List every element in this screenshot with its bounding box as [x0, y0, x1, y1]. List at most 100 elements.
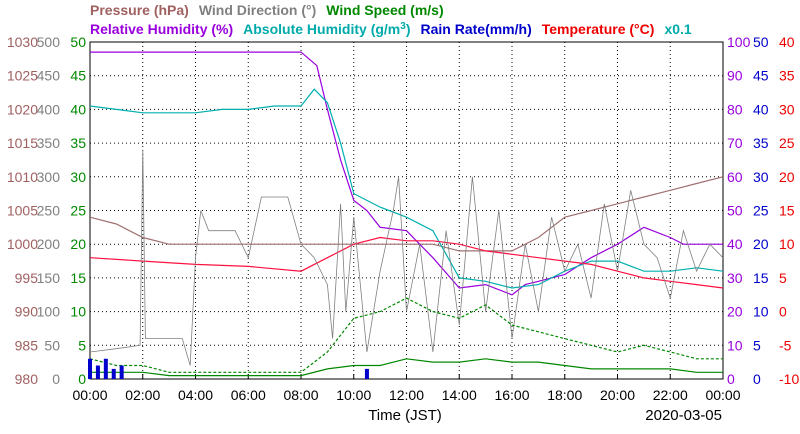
y-tick-label: 80: [727, 101, 743, 117]
x-tick-label: 04:00: [178, 387, 213, 403]
x-tick-label: 02:00: [125, 387, 160, 403]
legend-entry: Relative Humidity (%): [90, 21, 233, 37]
y-tick-label: 1015: [7, 135, 38, 151]
legend-entry: Rain Rate(mm/h): [421, 21, 532, 37]
y-tick-label: 0: [78, 371, 86, 387]
grid-lines: [90, 42, 723, 379]
y-tick-label: 0: [753, 371, 761, 387]
y-tick-label: 40: [70, 101, 86, 117]
legend-entry: Temperature (°C): [542, 21, 655, 37]
date-label: 2020-03-05: [645, 407, 722, 424]
legend-entry: Wind Direction (°): [199, 2, 316, 18]
series-pressure: [89, 176, 724, 252]
x-tick-label: 10:00: [336, 387, 371, 403]
rain-bar: [88, 358, 92, 379]
x-tick-label: 14:00: [442, 387, 477, 403]
y-tick-label: 1000: [7, 236, 38, 252]
rain-bar: [111, 368, 116, 379]
y-tick-label: 5: [753, 337, 761, 353]
y-tick-label: 0: [727, 371, 735, 387]
y-tick-label: 100: [37, 304, 61, 320]
y-tick-label: 45: [70, 68, 86, 84]
legend-entry-close: ): [406, 21, 411, 37]
y-tick-label: 35: [70, 135, 86, 151]
x-tick-label: 12:00: [389, 387, 424, 403]
y-tick-label: 0: [52, 371, 60, 387]
y-tick-label: 0: [779, 304, 787, 320]
y-tick-label: 50: [70, 34, 86, 50]
y-tick-label: 1020: [7, 101, 38, 117]
y-tick-label: 150: [37, 270, 61, 286]
legend-row-2: Relative Humidity (%) Absolute Humidity (…: [90, 21, 692, 38]
y-tick-label: 40: [727, 236, 743, 252]
y-tick-label: 70: [727, 135, 743, 151]
y-tick-label: 995: [15, 270, 39, 286]
y-tick-label: 50: [44, 337, 60, 353]
legend-entry: Wind Speed (m/s): [326, 2, 443, 18]
legend-superscript: 3: [400, 21, 406, 32]
x-tick-label: 06:00: [231, 387, 266, 403]
y-tick-label: 5: [78, 337, 86, 353]
y-tick-label: 200: [37, 236, 61, 252]
y-tick-label: 20: [727, 304, 743, 320]
y-tick-label: 45: [753, 68, 769, 84]
y-tick-label: 10: [779, 236, 795, 252]
y-tick-label: 1005: [7, 203, 38, 219]
y-tick-label: 250: [37, 203, 61, 219]
y-tick-label: 985: [15, 337, 39, 353]
rain-bar: [119, 365, 124, 379]
x-tick-label: 08:00: [283, 387, 318, 403]
y-tick-label: 90: [727, 68, 743, 84]
series-wind_speed_gust: [89, 297, 723, 373]
series-temperature: [89, 236, 724, 289]
x-tick-label: 20:00: [600, 387, 635, 403]
series-wind_speed_avg: [90, 358, 723, 377]
y-tick-label: 35: [779, 68, 795, 84]
y-tick-label: 15: [70, 270, 86, 286]
x-tick-label: 16:00: [494, 387, 529, 403]
x-tick-label: 18:00: [547, 387, 582, 403]
y-tick-label: 20: [753, 236, 769, 252]
series-wind_direction: [89, 149, 724, 366]
rain-bar: [95, 365, 100, 379]
y-tick-label: 35: [753, 135, 769, 151]
y-tick-label: 15: [753, 270, 769, 286]
y-tick-label: 450: [37, 68, 61, 84]
y-tick-label: 980: [15, 371, 39, 387]
series-lines: [88, 51, 724, 379]
x-axis-title: Time (JST): [368, 407, 442, 424]
y-tick-label: 5: [779, 270, 787, 286]
y-tick-label: 30: [70, 169, 86, 185]
y-tick-label: 25: [70, 203, 86, 219]
y-tick-label: 50: [753, 34, 769, 50]
x-tick-label: 22:00: [653, 387, 688, 403]
y-tick-label: 100: [727, 34, 751, 50]
legend-entry: x0.1: [664, 21, 691, 37]
y-tick-label: 30: [779, 101, 795, 117]
legend: Pressure (hPa) Wind Direction (°) Wind Spe…: [90, 2, 692, 37]
series-absolute_humidity: [89, 88, 724, 289]
y-tick-label: 500: [37, 34, 61, 50]
y-tick-label: 1030: [7, 34, 38, 50]
y-tick-label: 30: [753, 169, 769, 185]
y-tick-label: 10: [727, 337, 743, 353]
y-tick-label: 10: [70, 304, 86, 320]
y-tick-label: 300: [37, 169, 61, 185]
y-axis-ticks: 1030102510201015101010051000995990985980…: [7, 34, 800, 387]
rain-bar: [103, 358, 108, 379]
y-tick-label: -5: [779, 337, 792, 353]
y-tick-label: -10: [779, 371, 799, 387]
y-tick-label: 30: [727, 270, 743, 286]
y-tick-label: 60: [727, 169, 743, 185]
y-tick-label: 990: [15, 304, 39, 320]
y-tick-label: 10: [753, 304, 769, 320]
y-tick-label: 350: [37, 135, 61, 151]
y-tick-label: 20: [70, 236, 86, 252]
x-axis-ticks: 00:00 02:00 04:00 06:00 08:00 10:00 12:00 14:00…: [72, 374, 741, 403]
x-tick-label: 00:00: [705, 387, 740, 403]
y-tick-label: 400: [37, 101, 61, 117]
legend-row-1: Pressure (hPa) Wind Direction (°) Wind Spe…: [90, 2, 444, 18]
legend-entry: Pressure (hPa): [90, 2, 189, 18]
y-tick-label: 25: [753, 203, 769, 219]
